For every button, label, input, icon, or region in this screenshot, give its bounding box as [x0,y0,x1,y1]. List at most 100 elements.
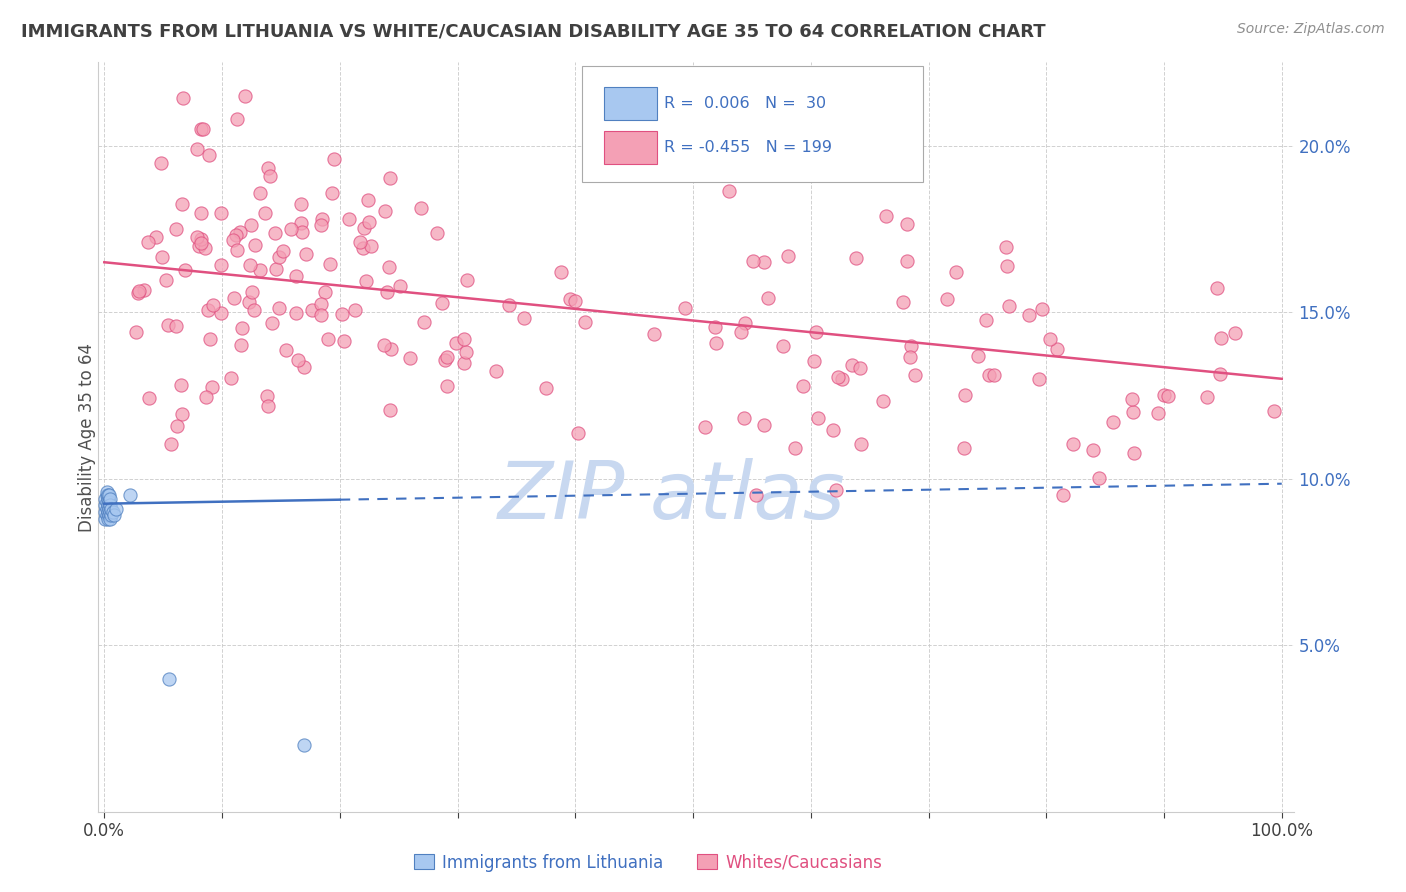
Point [1028,372,1050,386]
Point [160,437,183,451]
Point [1062,437,1084,451]
Point [98,491,121,506]
Point [995,240,1018,254]
Point [1122,405,1144,419]
Point [295,247,318,261]
Point [103,508,125,523]
Point [97,491,120,506]
Point [380,342,402,356]
Point [172,196,194,211]
Point [190,206,212,220]
Point [101,505,124,519]
Point [936,292,959,306]
Point [772,339,794,353]
Point [290,197,312,211]
Point [267,301,290,315]
Point [845,251,868,265]
Point [98,511,121,525]
Y-axis label: Disability Age 35 to 64: Disability Age 35 to 64 [79,343,96,532]
Point [456,273,478,287]
Point [254,205,277,219]
Point [356,274,378,288]
Point [94,499,117,513]
Point [316,332,339,346]
Point [446,336,468,351]
FancyBboxPatch shape [605,87,657,120]
Point [955,388,977,402]
Point [953,441,976,455]
Point [904,368,927,382]
Point [1146,406,1168,420]
Point [292,359,315,374]
Point [337,212,360,227]
Point [194,390,217,404]
Point [172,91,194,105]
Point [294,738,316,752]
Point [849,437,872,451]
Point [301,302,323,317]
Point [201,298,224,312]
Point [240,219,263,233]
Point [96,488,118,502]
Text: R =  0.006   N =  30: R = 0.006 N = 30 [664,96,825,112]
Point [453,356,475,370]
Text: Source: ZipAtlas.com: Source: ZipAtlas.com [1237,22,1385,37]
Point [752,417,775,432]
Point [266,261,288,276]
Point [94,511,117,525]
Point [1206,281,1229,295]
Point [291,225,314,239]
Point [831,372,853,386]
Point [998,299,1021,313]
Point [824,483,846,498]
Point [704,335,727,350]
Point [186,142,208,156]
Point [742,254,765,268]
Point [98,501,121,516]
Point [776,249,799,263]
Point [790,139,813,153]
Point [249,186,271,200]
Point [399,351,422,365]
Point [127,286,149,301]
Point [976,312,998,326]
Point [262,316,284,330]
Point [166,418,188,433]
Point [96,485,118,500]
Point [567,426,589,441]
Point [256,399,278,413]
Point [96,495,118,509]
Point [1018,308,1040,322]
Point [1031,301,1053,316]
Point [332,307,354,321]
Point [564,293,586,308]
Point [98,488,121,502]
Point [231,321,253,335]
Point [1223,326,1246,340]
Point [803,353,825,368]
Point [136,235,159,250]
Point [896,217,918,231]
Point [96,508,118,523]
Legend: Immigrants from Lithuania, Whites/Caucasians: Immigrants from Lithuania, Whites/Caucas… [408,847,889,879]
Point [534,381,557,395]
Point [284,306,307,320]
Point [249,262,271,277]
Point [983,368,1005,382]
Point [693,419,716,434]
Point [967,349,990,363]
Point [225,228,247,243]
Point [995,260,1018,274]
Point [849,360,872,375]
Point [145,229,167,244]
Text: ZIP atlas: ZIP atlas [498,458,846,536]
Point [1263,403,1285,417]
Point [235,88,257,103]
Point [550,265,572,279]
Point [1122,446,1144,460]
Point [745,488,768,502]
Point [187,239,209,253]
Point [309,308,332,322]
Point [319,257,342,271]
Point [375,285,398,299]
